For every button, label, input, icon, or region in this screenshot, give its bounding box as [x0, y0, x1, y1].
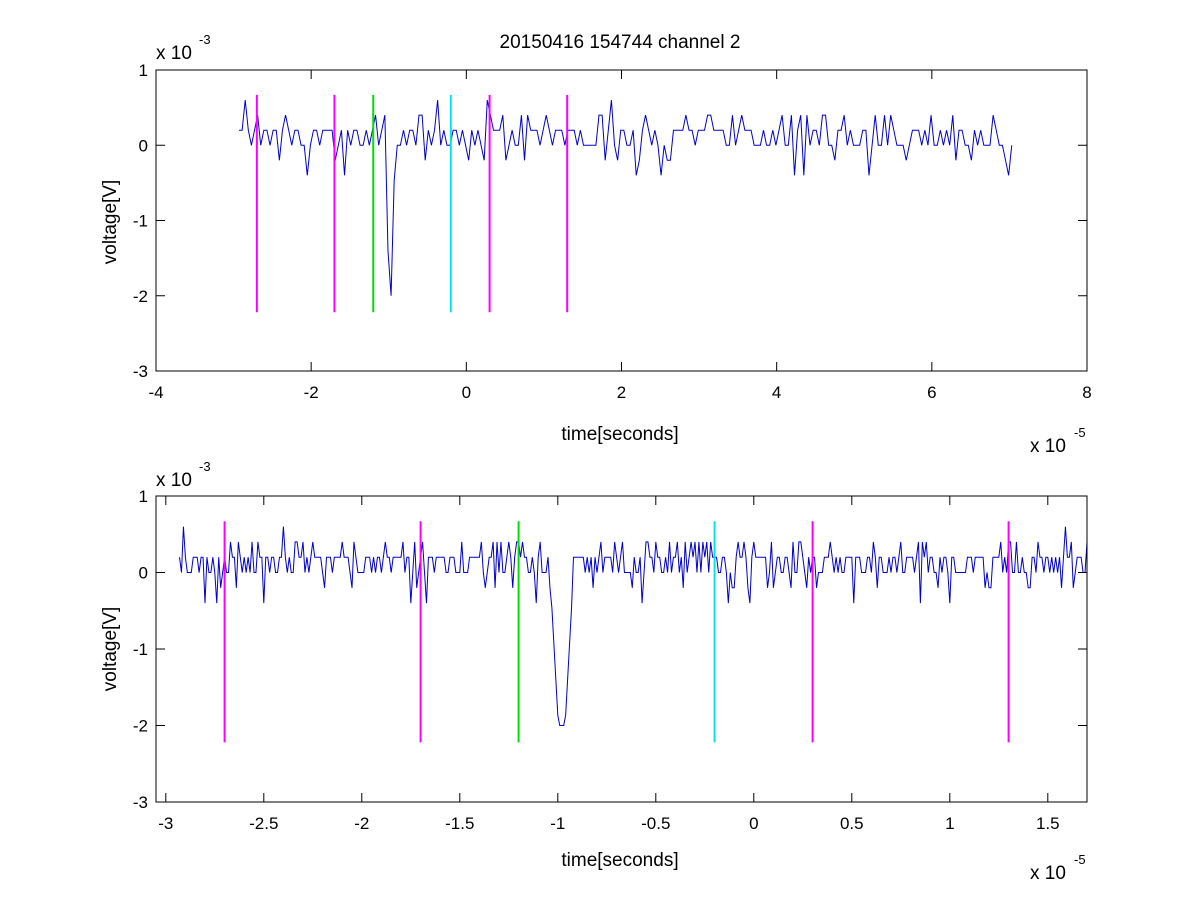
bottom-y-tick-label: -2	[133, 717, 148, 736]
bottom-x-tick-label: -2	[354, 814, 369, 833]
top-x-exponent-base: x 10	[1030, 436, 1066, 457]
figure-title: 20150416 154744 channel 2	[500, 32, 741, 53]
top-x-tick-label: 2	[617, 383, 626, 402]
top-y-exponent: x 10 -3	[156, 32, 211, 64]
top-y-tick-label: -2	[133, 287, 148, 306]
bottom-x-tick-label: -2.5	[249, 814, 278, 833]
bottom-panel: -3 -2.5 -2 -1.5 -1 -0.5 0 0.5 1 1.5 -3 -2 -1 0 1 time[…	[100, 459, 1088, 884]
bottom-x-exponent-power: -5	[1074, 852, 1086, 867]
top-x-tick-label: 8	[1082, 383, 1091, 402]
top-x-axis-label: time[seconds]	[561, 424, 678, 445]
bottom-signal-line	[179, 526, 1088, 726]
bottom-signal-layer	[179, 526, 1088, 726]
top-y-tick-label: 0	[139, 136, 148, 155]
top-y-exponent-base: x 10	[156, 43, 192, 64]
top-x-tick-label: -4	[148, 383, 163, 402]
bottom-x-axis-label: time[seconds]	[561, 850, 678, 871]
top-x-tick-label: 0	[462, 383, 471, 402]
bottom-x-exponent: x 10 -5	[1030, 852, 1086, 884]
top-x-exponent-power: -5	[1074, 425, 1086, 440]
bottom-x-exponent-base: x 10	[1030, 863, 1066, 884]
bottom-x-tick-label: -0.5	[641, 814, 670, 833]
top-y-tick-label: 1	[139, 61, 148, 80]
bottom-marker-layer	[223, 521, 1010, 743]
bottom-x-tick-label: -1	[550, 814, 565, 833]
top-y-axis-label: voltage[V]	[100, 180, 121, 265]
bottom-y-exponent-power: -3	[199, 459, 211, 474]
bottom-y-exponent-base: x 10	[156, 470, 192, 491]
bottom-x-tick-label: 1.5	[1036, 814, 1060, 833]
bottom-x-tick-label: -1.5	[445, 814, 474, 833]
bottom-tick-layer: -3 -2.5 -2 -1.5 -1 -0.5 0 0.5 1 1.5 -3 -2 -1 0 1	[133, 487, 1087, 833]
bottom-y-axis-label: voltage[V]	[100, 607, 121, 692]
top-panel: -4 -2 0 2 4 6 8 -3 -2 -1 0 1 time[seconds] voltage[…	[100, 32, 1092, 457]
bottom-y-exponent: x 10 -3	[156, 459, 211, 491]
top-y-exponent-power: -3	[199, 32, 211, 47]
top-signal-layer	[239, 99, 1013, 296]
top-x-tick-label: -2	[304, 383, 319, 402]
bottom-y-tick-label: -1	[133, 640, 148, 659]
top-tick-layer: -4 -2 0 2 4 6 8 -3 -2 -1 0 1	[133, 61, 1092, 402]
bottom-y-tick-label: 1	[139, 487, 148, 506]
top-y-tick-label: -1	[133, 212, 148, 231]
bottom-x-tick-label: 0.5	[840, 814, 864, 833]
top-y-tick-label: -3	[133, 362, 148, 381]
top-axes-frame	[155, 69, 1088, 372]
bottom-y-tick-label: -3	[133, 793, 148, 812]
top-marker-layer	[255, 94, 569, 313]
bottom-y-tick-label: 0	[139, 564, 148, 583]
bottom-x-tick-label: 1	[945, 814, 954, 833]
bottom-x-tick-label: 0	[749, 814, 758, 833]
top-x-tick-label: 6	[927, 383, 936, 402]
top-x-tick-label: 4	[772, 383, 781, 402]
top-x-exponent: x 10 -5	[1030, 425, 1086, 457]
bottom-x-tick-label: -3	[158, 814, 173, 833]
top-signal-line	[239, 99, 1013, 296]
